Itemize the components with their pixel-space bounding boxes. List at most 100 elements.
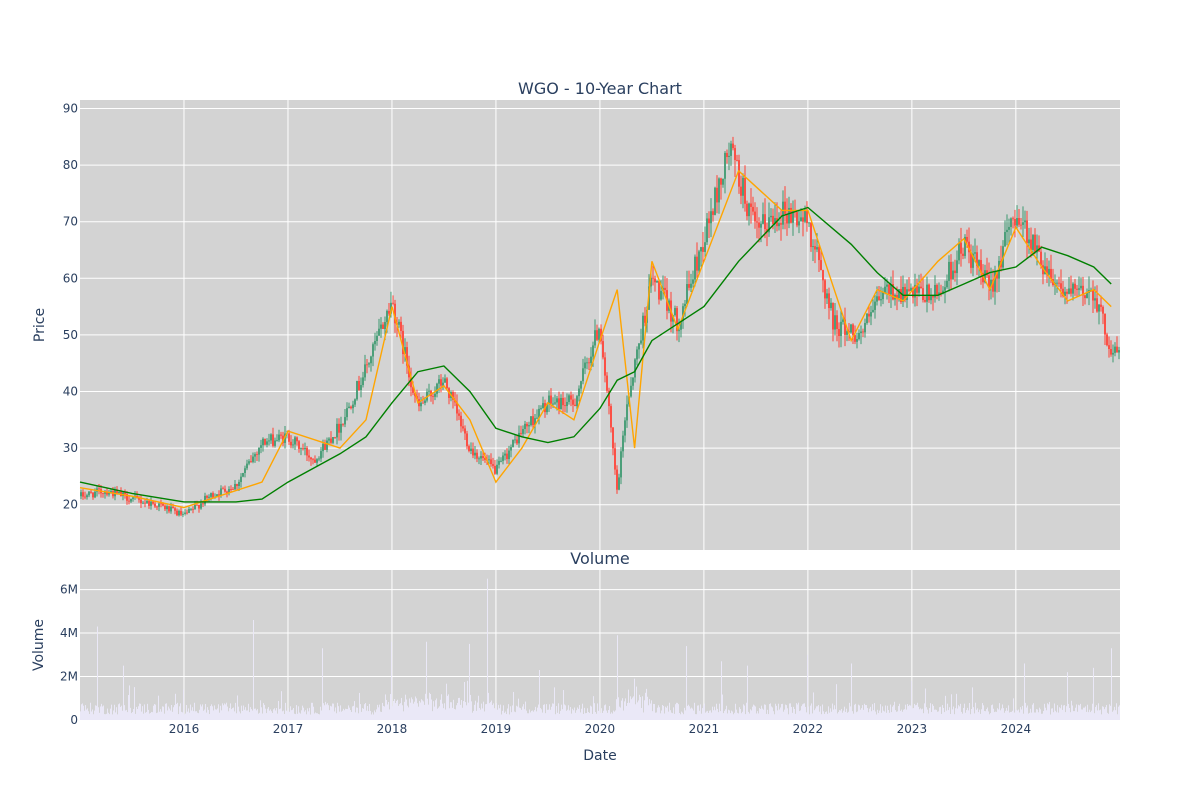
volume-bar: [637, 702, 638, 720]
x-tick-label: 2020: [585, 722, 616, 736]
volume-bar: [413, 703, 414, 720]
volume-bar: [397, 699, 398, 720]
volume-bar: [605, 704, 606, 720]
volume-bar: [308, 711, 309, 720]
price-candle: [874, 294, 876, 319]
volume-bar: [661, 710, 662, 720]
volume-bar: [361, 711, 362, 720]
volume-bar: [211, 704, 212, 720]
volume-bar: [297, 713, 298, 720]
price-candle: [256, 451, 258, 462]
volume-bar: [335, 707, 336, 720]
volume-bar: [416, 698, 417, 720]
volume-bar: [353, 705, 354, 720]
volume-bar: [432, 711, 433, 720]
price-candle: [770, 208, 772, 223]
volume-bar: [119, 703, 120, 720]
volume-bar: [1077, 711, 1078, 720]
volume-bar: [779, 709, 780, 720]
volume-bar: [373, 714, 374, 720]
volume-bar: [377, 704, 378, 720]
volume-bar: [193, 711, 194, 720]
volume-bar: [92, 709, 93, 720]
volume-bar: [932, 704, 933, 720]
price-candle: [720, 177, 722, 200]
volume-bar: [838, 711, 839, 720]
volume-bar: [143, 713, 144, 720]
volume-bar: [237, 695, 238, 720]
price-candle: [460, 411, 462, 433]
volume-bar: [947, 703, 948, 720]
volume-bar: [620, 707, 621, 720]
volume-bar: [286, 710, 287, 720]
volume-bar: [813, 692, 814, 720]
volume-bar: [996, 711, 997, 720]
price-candle: [778, 212, 780, 231]
volume-y-tick-label: 6M: [60, 583, 78, 597]
volume-bar: [185, 713, 186, 720]
volume-bar: [1118, 706, 1119, 720]
price-candle: [676, 306, 678, 341]
volume-bar: [339, 711, 340, 720]
volume-bar: [378, 707, 379, 720]
volume-bar: [554, 687, 555, 720]
price-y-tick-label: 30: [63, 441, 78, 455]
price-candle: [630, 377, 632, 398]
price-candle: [1010, 217, 1012, 236]
volume-bar: [356, 707, 357, 720]
volume-bar: [317, 713, 318, 720]
volume-bar: [394, 699, 395, 720]
volume-bar: [289, 711, 290, 720]
price-candle: [722, 178, 724, 188]
volume-bar: [545, 713, 546, 720]
volume-bar: [259, 712, 260, 720]
volume-bar: [695, 714, 696, 720]
volume-bar: [466, 705, 467, 720]
volume-bar: [746, 702, 747, 720]
x-tick-label: 2018: [377, 722, 408, 736]
volume-bar: [718, 712, 719, 720]
volume-bar: [873, 710, 874, 720]
price-candle: [554, 394, 556, 405]
volume-bar: [260, 700, 261, 720]
volume-bar: [1080, 703, 1081, 720]
price-candle: [294, 436, 296, 450]
price-candle: [698, 249, 700, 275]
price-candle: [202, 502, 204, 508]
price-candle: [234, 480, 236, 491]
volume-bar: [892, 706, 893, 720]
volume-bar: [631, 699, 632, 720]
volume-bar: [408, 707, 409, 720]
price-y-tick-label: 20: [63, 498, 78, 512]
volume-bar: [287, 711, 288, 720]
volume-bar: [344, 710, 345, 720]
price-candle: [916, 278, 918, 307]
price-candle: [224, 485, 226, 493]
price-candle: [890, 276, 892, 309]
price-candle: [718, 177, 720, 214]
volume-bar: [976, 709, 977, 720]
volume-bar: [607, 712, 608, 720]
volume-bar: [912, 708, 913, 720]
price-candle: [1024, 210, 1026, 229]
price-candle: [810, 222, 812, 252]
volume-bar: [688, 704, 689, 720]
volume-bar: [766, 713, 767, 720]
volume-bar: [1025, 702, 1026, 720]
volume-bar: [744, 705, 745, 720]
volume-bar: [599, 702, 600, 720]
volume-bar: [979, 709, 980, 720]
price-candle: [1072, 282, 1074, 301]
volume-bar: [208, 709, 209, 720]
price-candle: [950, 254, 952, 289]
price-candle: [184, 509, 186, 516]
volume-bar: [927, 709, 928, 720]
price-candle: [962, 247, 964, 260]
volume-bar: [555, 714, 556, 720]
volume-bar: [1023, 713, 1024, 720]
price-candle: [176, 508, 178, 517]
volume-bar: [905, 704, 906, 720]
price-candle: [1092, 280, 1094, 313]
volume-bar: [81, 704, 82, 720]
volume-bar: [454, 708, 455, 720]
